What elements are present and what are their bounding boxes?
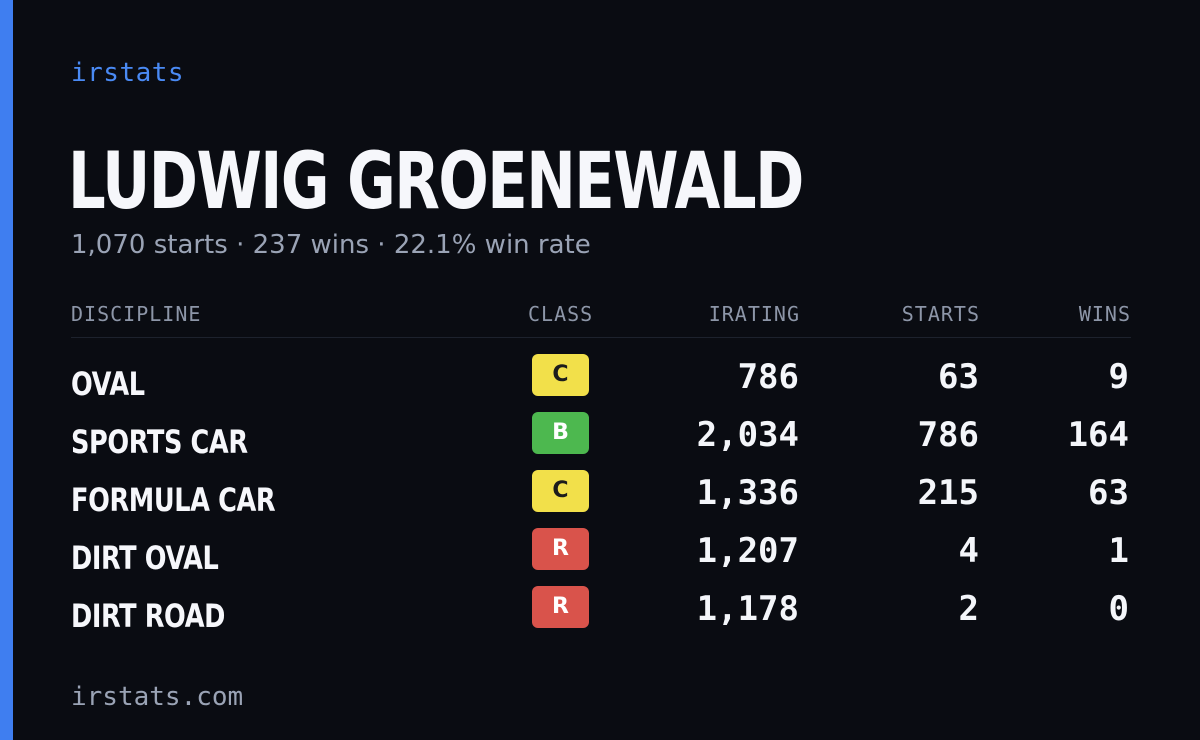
table-row: DIRT OVAL R 1,207 4 1: [71, 528, 1131, 578]
discipline-name: FORMULA CAR: [71, 481, 276, 519]
accent-bar: [0, 0, 13, 740]
brand-logo: irstats: [71, 58, 185, 88]
starts-value: 4: [958, 531, 979, 571]
summary-win-rate: 22.1% win rate: [393, 230, 591, 260]
footer-url: irstats.com: [71, 682, 244, 712]
starts-value: 63: [938, 357, 979, 397]
wins-value: 1: [1108, 531, 1129, 571]
irating-value: 2,034: [696, 415, 799, 455]
class-badge: C: [532, 354, 589, 396]
starts-value: 215: [917, 473, 979, 513]
class-badge: R: [532, 528, 589, 570]
discipline-name: SPORTS CAR: [71, 423, 248, 461]
wins-value: 164: [1067, 415, 1129, 455]
header-wins: WINS: [1078, 302, 1131, 326]
summary-wins: 237 wins: [252, 230, 370, 260]
irating-value: 786: [737, 357, 799, 397]
discipline-name: DIRT OVAL: [71, 539, 219, 577]
table-row: FORMULA CAR C 1,336 215 63: [71, 470, 1131, 520]
wins-value: 63: [1088, 473, 1129, 513]
starts-value: 2: [958, 589, 979, 629]
header-class: CLASS: [528, 302, 594, 326]
summary-separator: ·: [377, 230, 386, 260]
driver-name: LUDWIG GROENEWALD: [68, 137, 804, 227]
class-badge: B: [532, 412, 589, 454]
career-summary: 1,070 starts · 237 wins · 22.1% win rate: [71, 228, 591, 262]
wins-value: 0: [1108, 589, 1129, 629]
class-badge: R: [532, 586, 589, 628]
irating-value: 1,207: [696, 531, 799, 571]
table-row: SPORTS CAR B 2,034 786 164: [71, 412, 1131, 462]
discipline-name: OVAL: [71, 365, 145, 403]
header-irating: IRATING: [708, 302, 800, 326]
table-row: DIRT ROAD R 1,178 2 0: [71, 586, 1131, 636]
summary-separator: ·: [236, 230, 245, 260]
class-badge: C: [532, 470, 589, 512]
table-row: OVAL C 786 63 9: [71, 354, 1131, 404]
irating-value: 1,178: [696, 589, 799, 629]
header-discipline: DISCIPLINE: [71, 302, 202, 326]
starts-value: 786: [917, 415, 979, 455]
irating-value: 1,336: [696, 473, 799, 513]
table-header: DISCIPLINE CLASS IRATING STARTS WINS: [71, 300, 1131, 338]
header-starts: STARTS: [901, 302, 980, 326]
wins-value: 9: [1108, 357, 1129, 397]
discipline-name: DIRT ROAD: [71, 597, 225, 635]
summary-starts: 1,070 starts: [71, 230, 228, 260]
